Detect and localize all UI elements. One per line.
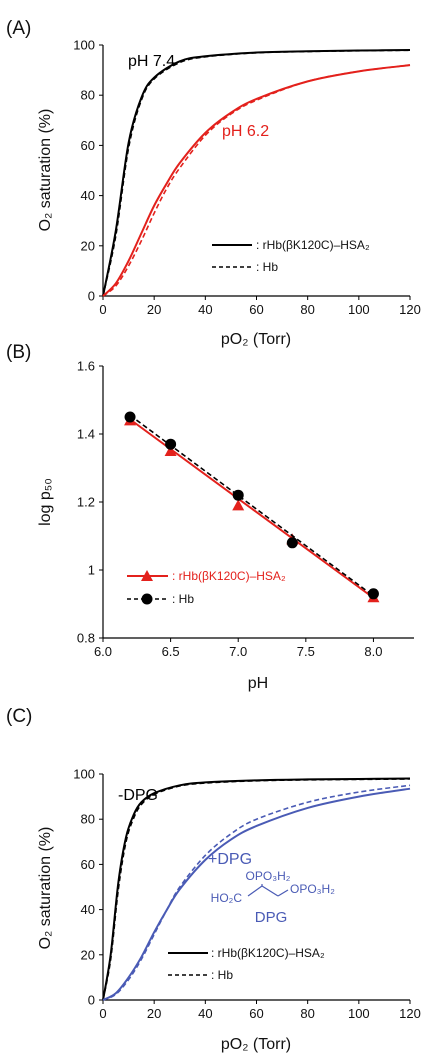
data-point-circle (232, 489, 244, 501)
y-tick-label: 40 (81, 902, 95, 917)
x-axis-title-b: pH (248, 675, 268, 692)
x-tick-label: 6.5 (162, 644, 180, 659)
series-line-dpg-dashed (102, 778, 411, 1001)
x-tick-label: 100 (348, 302, 370, 317)
legend-c-label-1: : rHb(βK120C)–HSA₂ (211, 946, 325, 960)
panel-c: (C) 0 20 40 60 80 100 120 0 20 40 60 80 100 -DPG +DP… (6, 706, 421, 1053)
y-tick-label: 80 (81, 812, 95, 827)
y-tick-label: 60 (81, 138, 95, 153)
x-tick-label: 20 (147, 302, 161, 317)
x-tick-label: 0 (99, 302, 106, 317)
legend-a: : rHb(βK120C)–HSA₂ : Hb (212, 238, 370, 274)
annotation-ph62: pH 6.2 (222, 123, 269, 140)
panel-a: (A) 0 20 40 60 80 100 120 0 20 40 60 80 100 pH 7.4 p… (6, 18, 421, 348)
series-line-ph62-solid (102, 64, 411, 297)
x-tick-label: 100 (348, 1006, 370, 1021)
series-line-dpg-solid (102, 787, 411, 1001)
annotation-ph74: pH 7.4 (128, 53, 175, 70)
x-tick-label: 6.0 (94, 644, 112, 659)
panel-label-c: (C) (6, 706, 32, 727)
x-axis-title-c: pO₂ (Torr) (221, 1036, 291, 1053)
legend-a-label-1: : rHb(βK120C)–HSA₂ (256, 238, 370, 252)
series-line-ph62-dashed (102, 64, 411, 297)
legend-a-label-2: : Hb (256, 260, 278, 274)
y-tick-label: 100 (73, 38, 95, 53)
x-tick-label: 40 (198, 1006, 212, 1021)
x-tick-label: 60 (249, 1006, 263, 1021)
dpg-bond-mid (261, 885, 279, 897)
x-tick-label: 120 (399, 302, 421, 317)
dpg-bond-right (277, 889, 289, 897)
data-point-circle (367, 588, 379, 600)
y-tick-label: 20 (81, 238, 95, 253)
y-tick-label: 0 (88, 289, 95, 304)
annotation-minus-dpg: -DPG (118, 787, 158, 804)
y-tick-label: 1.4 (77, 427, 95, 442)
y-tick-label: 1 (88, 563, 95, 578)
data-point-circle (165, 438, 177, 450)
y-axis-title-b: log p₅₀ (37, 478, 54, 526)
dpg-top-group: OPO₃H₂ (246, 869, 291, 883)
y-tick-label: 80 (81, 88, 95, 103)
data-point-triangle (164, 445, 177, 456)
x-tick-label: 7.5 (297, 644, 315, 659)
x-tick-label: 0 (99, 1006, 106, 1021)
y-axis-title-c: O₂ saturation (%) (37, 827, 54, 950)
data-point-triangle (232, 499, 245, 511)
dpg-right-group: OPO₃H₂ (290, 882, 335, 896)
legend-c: : rHb(βK120C)–HSA₂ : Hb (168, 946, 325, 982)
x-tick-label: 120 (399, 1006, 421, 1021)
annotation-plus-dpg: +DPG (208, 851, 252, 868)
legend-b-triangle-marker (141, 570, 153, 581)
y-tick-label: 0 (88, 993, 95, 1008)
y-tick-label: 1.2 (77, 495, 95, 510)
y-tick-label: 20 (81, 947, 95, 962)
x-tick-label: 40 (198, 302, 212, 317)
y-tick-label: 100 (73, 767, 95, 782)
series-line-ph74-dashed (102, 49, 411, 297)
y-tick-label: 40 (81, 188, 95, 203)
legend-b-label-2: : Hb (172, 592, 194, 606)
y-axis-title-a: O₂ saturation (%) (37, 109, 54, 232)
legend-b-circle-marker (141, 593, 153, 605)
legend-b: : rHb(βK120C)–HSA₂ : Hb (127, 569, 286, 606)
legend-b-label-1: : rHb(βK120C)–HSA₂ (172, 569, 286, 583)
panel-label-a: (A) (6, 18, 31, 39)
dpg-name: DPG (255, 909, 288, 926)
y-tick-label: 0.8 (77, 631, 95, 646)
data-point-circle (124, 411, 136, 423)
panel-label-b: (B) (6, 342, 31, 363)
x-tick-label: 60 (249, 302, 263, 317)
x-tick-label: 20 (147, 1006, 161, 1021)
x-tick-label: 7.0 (229, 644, 247, 659)
series-line-dpg-dashed (102, 784, 411, 1001)
dpg-bond-left (247, 885, 263, 897)
y-tick-label: 60 (81, 857, 95, 872)
dpg-structure: OPO₃H₂ HO₂C OPO₃H₂ DPG (211, 869, 336, 926)
x-tick-label: 8.0 (364, 644, 382, 659)
y-tick-label: 1.6 (77, 359, 95, 374)
x-tick-label: 80 (300, 302, 314, 317)
dpg-left-group: HO₂C (211, 891, 243, 905)
legend-c-label-2: : Hb (211, 968, 233, 982)
x-tick-label: 80 (300, 1006, 314, 1021)
x-axis-title-a: pO₂ (Torr) (221, 331, 291, 348)
data-point-circle (286, 537, 298, 549)
panel-b: (B) 6.0 6.5 7.0 7.5 8.0 0.8 1 1.2 1.4 1.6 log p₅₀… (6, 342, 414, 692)
